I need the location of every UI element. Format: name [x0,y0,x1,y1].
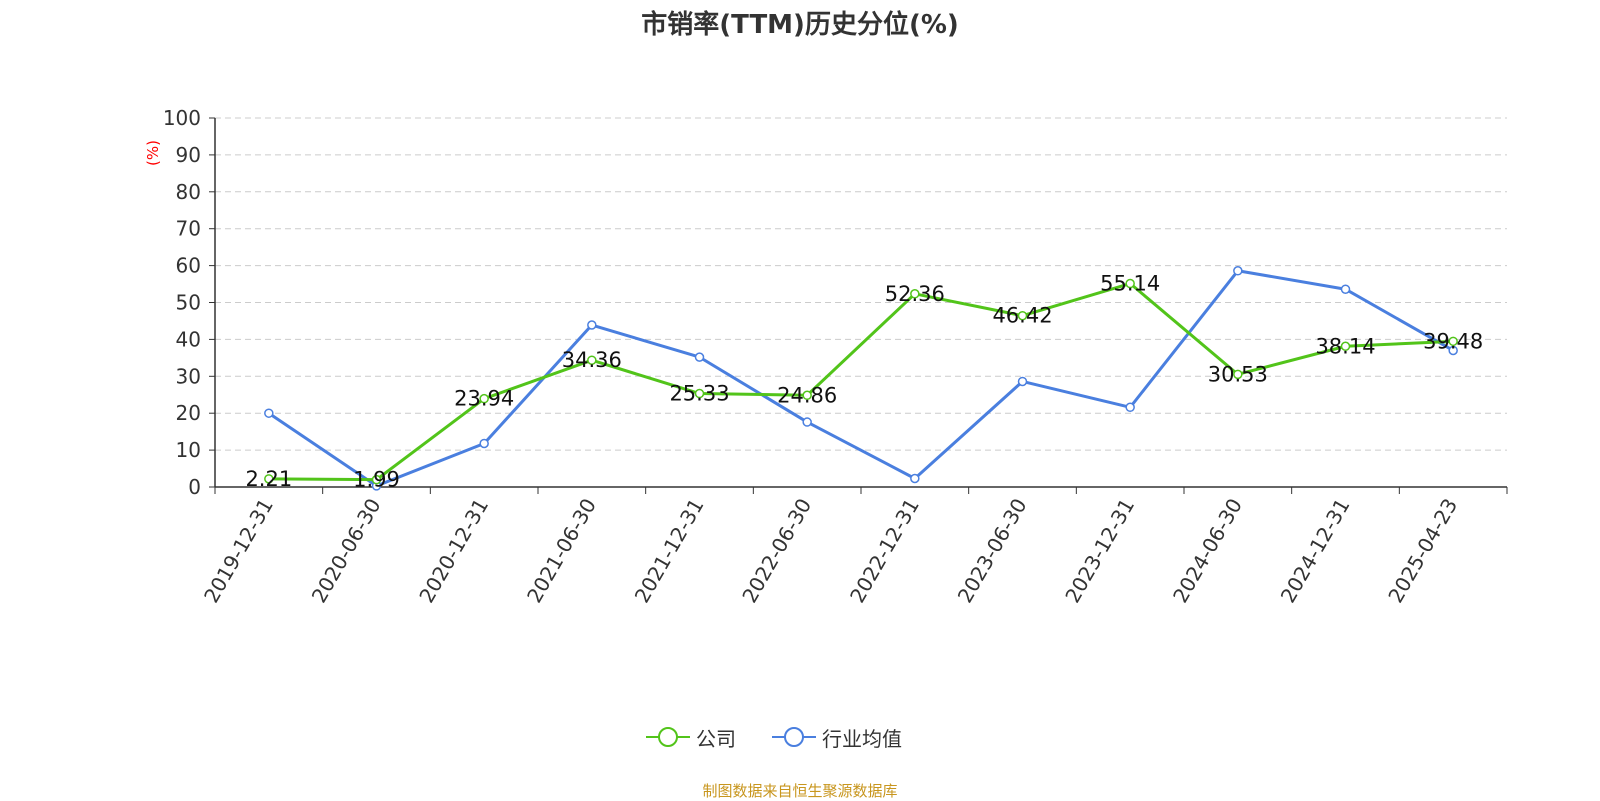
company-data-point[interactable] [264,474,274,484]
y-tick-label: 10 [176,438,201,462]
x-tick-label: 2023-12-31 [1060,494,1139,607]
y-tick-label: 30 [176,364,201,388]
legend-item-company[interactable]: 公司 [646,722,736,752]
y-tick-label: 70 [176,217,201,241]
x-tick-label: 2021-06-30 [522,494,601,607]
company-data-label: 24.86 [777,383,837,407]
industry-average-series-line [267,269,1454,488]
x-tick-label: 2022-12-31 [845,494,924,607]
data-labels: 2.21 1.99 23.94 34.36 25.33 24.86 52.36 46.42 55… [245,272,1483,492]
axes [209,117,1508,494]
industry-average-data-point[interactable] [1017,376,1028,387]
company-data-point[interactable] [1017,310,1028,321]
industry-average-data-point[interactable] [1125,402,1135,413]
y-tick-label: 80 [176,180,201,204]
company-data-point[interactable] [1340,341,1351,352]
chart-title: 市销率(TTM)历史分位(%) [641,10,959,40]
industry-average-data-point[interactable] [1340,284,1351,294]
company-data-label: 30.53 [1208,362,1268,386]
company-data-label: 38.14 [1315,334,1375,358]
company-data-label: 46.42 [992,304,1052,328]
y-axis-label: (%) [144,140,162,166]
x-tick-label: 2025-04-23 [1383,494,1462,607]
company-data-label: 39.48 [1423,329,1483,353]
grid-lines [215,117,1507,451]
data-source-note: 制图数据来自恒生聚源数据库 [702,782,898,800]
company-data-label: 25.33 [669,382,729,406]
x-tick-label: 2024-06-30 [1168,494,1247,607]
company-data-point[interactable] [587,355,597,365]
x-tick-label: 2020-06-30 [307,494,386,607]
company-data-label: 1.99 [353,468,400,492]
x-tick-label: 2022-06-30 [737,494,816,607]
company-data-point[interactable] [479,393,489,404]
y-tick-label: 50 [176,291,201,315]
x-tick-labels: 2019-12-31 2020-06-30 2020-12-31 2021-06-30… [199,494,1462,607]
industry-average-data-point[interactable] [910,473,920,484]
company-data-label: 2.21 [245,467,292,491]
company-data-point[interactable] [1233,369,1243,380]
legend-label-company: 公司 [696,726,736,751]
y-tick-label: 20 [176,401,201,425]
green-circle-line-icon [646,727,690,747]
legend-item-industry-average[interactable]: 行业均值 [772,722,902,752]
company-data-point[interactable] [1125,278,1135,289]
industry-average-data-point[interactable] [1233,266,1243,276]
industry-average-data-point[interactable] [587,320,597,330]
company-data-label: 52.36 [885,282,945,306]
x-tick-label: 2023-06-30 [953,494,1032,607]
company-data-point[interactable] [371,474,382,485]
y-tick-label: 60 [176,254,201,278]
x-tick-label: 2020-12-31 [414,494,493,607]
legend-label-industry-average: 行业均值 [822,726,902,751]
y-tick-label: 100 [163,106,201,130]
industry-average-data-point[interactable] [694,352,705,362]
y-tick-label: 0 [188,475,201,499]
industry-average-data-point[interactable] [479,438,489,449]
x-tick-label: 2019-12-31 [199,494,278,607]
series-lines [264,266,1458,491]
company-data-label: 34.36 [562,348,622,372]
company-data-point[interactable] [694,388,705,399]
x-tick-label: 2024-12-31 [1276,494,1355,607]
company-data-point[interactable] [910,289,920,299]
y-tick-label: 40 [176,327,201,351]
industry-average-data-point[interactable] [1448,345,1458,356]
company-data-point[interactable] [1448,336,1458,347]
y-tick-labels: 0 10 20 30 40 50 60 70 80 90 100 [163,106,201,499]
blue-circle-line-icon [772,727,816,747]
company-series-line [268,282,1454,482]
company-data-label: 55.14 [1100,272,1160,296]
industry-average-data-point[interactable] [264,408,274,418]
company-data-label: 23.94 [454,387,514,411]
industry-average-data-point[interactable] [802,417,812,427]
y-tick-label: 90 [176,143,201,167]
company-data-point[interactable] [802,390,812,401]
x-tick-label: 2021-12-31 [630,494,709,607]
